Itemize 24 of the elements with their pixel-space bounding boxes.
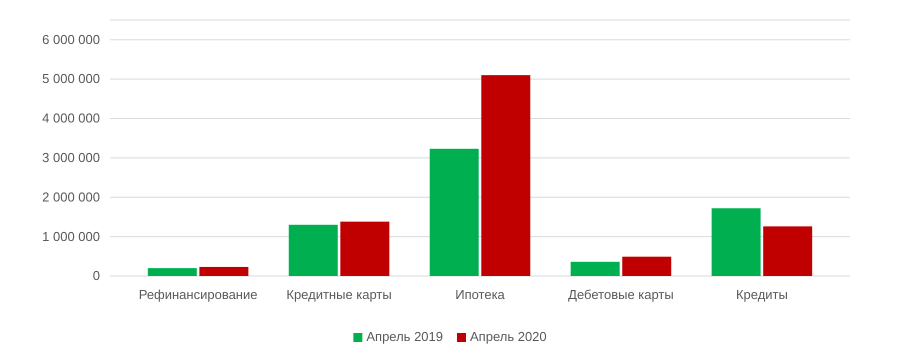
y-tick-label: 5 000 000	[42, 71, 100, 86]
bar	[622, 256, 672, 276]
y-tick-label: 0	[92, 268, 100, 284]
y-tick-label: 6 000 000	[42, 32, 100, 47]
y-tick-label: 4 000 000	[42, 110, 100, 126]
bar	[712, 208, 761, 276]
x-tick-label: Кредиты	[736, 287, 788, 302]
x-tick-label: Ипотека	[455, 287, 506, 302]
bar	[430, 148, 479, 276]
bar	[199, 266, 248, 276]
y-tick-label: 3 000 000	[42, 150, 100, 166]
y-tick-label: 2 000 000	[42, 189, 100, 204]
y-tick-label: 1 000 000	[42, 228, 100, 244]
bar	[340, 222, 390, 276]
x-tick-label: Кредитные карты	[286, 287, 392, 302]
x-tick-label: Рефинансирование	[138, 287, 258, 302]
bar	[570, 262, 620, 276]
bar	[288, 224, 338, 276]
legend-label: Апрель 2020	[470, 329, 547, 344]
legend-label: Апрель 2019	[366, 329, 443, 344]
x-tick-label: Дебетовые карты	[568, 287, 674, 302]
bar	[763, 226, 812, 276]
bar	[148, 268, 197, 276]
bar	[481, 75, 530, 276]
